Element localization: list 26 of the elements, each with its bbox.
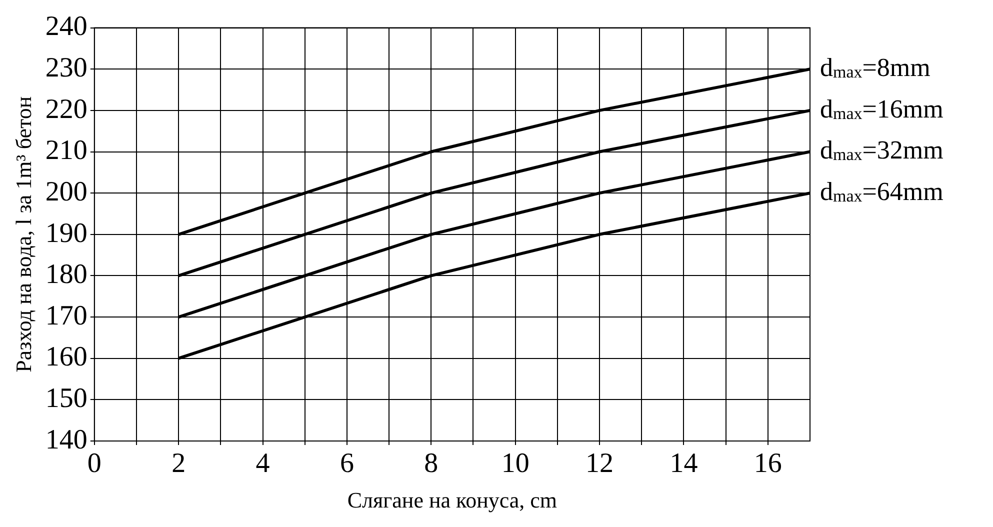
- series-label: dmax=16mm: [820, 94, 944, 124]
- series-label: dmax=8mm: [820, 52, 930, 82]
- x-tick-label: 14: [670, 448, 698, 480]
- x-axis-title: Слягане на конуса, cm: [347, 488, 558, 513]
- y-tick-label: 140: [45, 424, 88, 456]
- y-tick-label: 190: [45, 218, 88, 249]
- y-tick-label: 150: [45, 383, 88, 414]
- y-tick-label: 160: [45, 342, 88, 373]
- x-tick-label: 16: [754, 448, 782, 480]
- x-tick-label: 0: [87, 448, 102, 480]
- series-label: dmax=32mm: [820, 136, 944, 165]
- y-tick-label: 180: [45, 259, 88, 290]
- x-tick-label: 8: [424, 448, 438, 480]
- y-tick-label: 170: [45, 300, 88, 332]
- x-tick-label: 2: [172, 448, 186, 480]
- y-axis-title: Разход на вода, l за 1m³ бетон: [10, 96, 36, 372]
- y-tick-label: 210: [45, 135, 88, 166]
- y-tick-label: 230: [45, 52, 88, 84]
- x-tick-label: 10: [501, 448, 530, 480]
- y-tick-label: 220: [45, 94, 88, 125]
- x-tick-label: 12: [586, 448, 614, 480]
- x-tick-label: 4: [256, 448, 270, 480]
- x-tick-label: 6: [340, 448, 354, 480]
- series-label: dmax=64mm: [820, 176, 944, 206]
- y-tick-label: 240: [45, 11, 88, 42]
- y-tick-label: 200: [45, 176, 88, 208]
